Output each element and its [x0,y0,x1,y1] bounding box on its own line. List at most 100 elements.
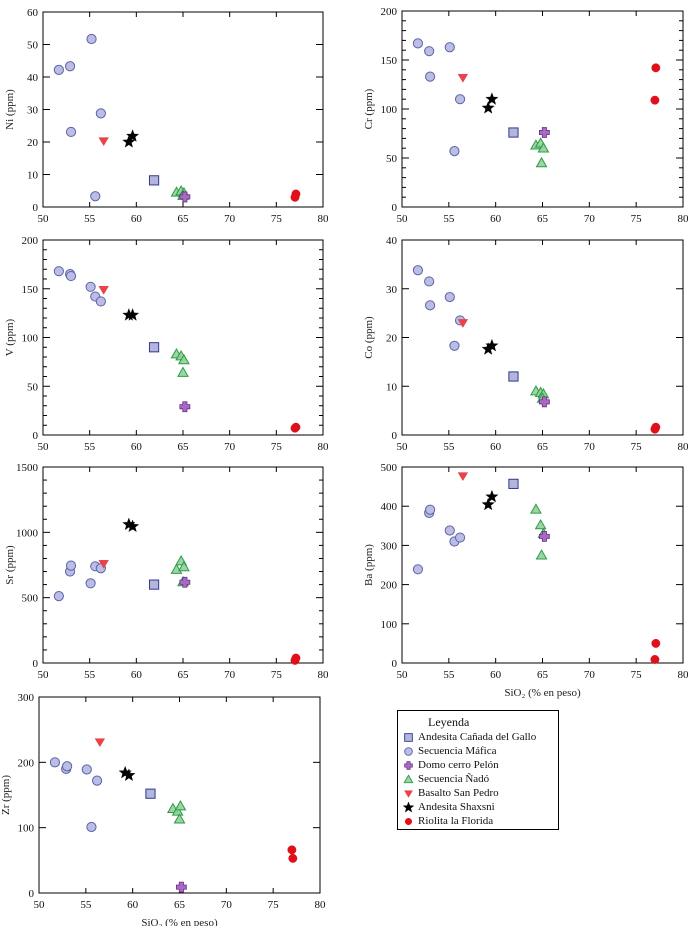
data-point-secuencia_mafica [90,191,101,202]
x-tick-label: 50 [38,441,50,453]
data-point-secuencia_mafica [425,71,436,82]
plot-frame [401,10,684,208]
plot-frame [42,11,324,208]
data-point-riolita_florida [291,653,301,663]
series-andesita_canada [145,788,156,799]
series-andesita_shaxsni [122,517,140,533]
data-point-andesita_canada [148,175,160,186]
series-riolita_florida [290,653,301,665]
y-tick-label: 150 [22,284,39,296]
legend-marker [403,773,414,783]
data-point-secuencia_mafica [85,578,96,589]
series-andesita_canada [148,175,160,186]
data-point-secuencia_mafica [65,270,77,282]
y-tick-label: 300 [18,692,35,704]
y-tick-label: 20 [27,137,39,149]
series-domo_pelon [175,881,187,893]
legend-label: Andesita Cañada del Gallo [418,731,537,743]
y-tick-label: 1500 [16,462,39,474]
series-basalto_sanpedro [98,286,109,295]
y-tick-label: 30 [386,284,398,296]
legend-label: Riolita la Florida [418,815,494,827]
y-axis-label: Zr (ppm) [0,775,12,815]
series-basalto_sanpedro [98,559,109,569]
legend-label: Domo cerro Pelón [418,759,499,771]
x-tick-label: 65 [178,669,190,681]
y-tick-label: 0 [33,658,39,670]
x-tick-label: 60 [127,899,139,911]
y-tick-label: 60 [27,7,39,19]
y-tick-label: 200 [18,757,35,769]
data-point-secuencia_nado [534,518,547,530]
data-point-riolita_florida [651,422,661,432]
chart-ba: 50 55 60 65 70 75 80 0 100 200 300 400 500 Ba (ppm) Si… [363,462,689,699]
series-secuencia_mafica [412,265,466,351]
data-point-secuencia_nado [537,142,550,153]
data-point-domo_pelon [179,191,191,203]
data-point-riolita_florida [651,638,661,648]
x-tick-label: 60 [490,669,502,681]
data-point-basalto_sanpedro [98,559,109,569]
y-tick-label: 30 [27,105,39,117]
plus-marker-icon [404,760,413,770]
series-riolita_florida [650,422,661,434]
series-secuencia_nado [530,137,550,168]
chart-zr: 50 55 60 65 70 75 80 0 100 200 300 Zr (ppm) SiO₂ (% … [0,692,326,926]
x-tick-label: 55 [84,441,96,453]
series-andesita_shaxsni [118,765,136,782]
data-point-secuencia_mafica [86,33,97,45]
x-tick-label: 60 [490,213,502,225]
square-marker-icon [404,732,413,742]
data-point-secuencia_nado [530,503,542,514]
data-point-secuencia_nado [177,366,189,377]
triangle-down-marker-icon [404,789,413,798]
data-point-andesita_shaxsni [122,768,136,782]
x-tick-label: 80 [678,441,690,453]
x-tick-label: 65 [178,441,190,453]
data-point-secuencia_mafica [412,564,424,575]
data-point-secuencia_nado [178,560,190,572]
x-tick-label: 60 [131,213,143,225]
data-point-secuencia_mafica [424,276,435,287]
x-tick-label: 55 [84,669,96,681]
x-tick-label: 65 [174,899,186,911]
x-tick-label: 60 [131,441,143,453]
series-andesita_canada [508,127,519,138]
x-tick-label: 75 [271,213,283,225]
data-point-andesita_shaxsni [126,519,140,533]
y-tick-label: 10 [27,170,39,182]
data-point-secuencia_mafica [425,300,436,311]
series-secuencia_mafica [49,757,103,833]
series-secuencia_nado [167,800,187,824]
plot-frame [38,696,321,894]
data-point-andesita_canada [148,579,160,590]
legend-item-basalto_sanpedro: Basalto San Pedro [398,786,558,800]
x-tick-label: 50 [397,441,409,453]
legend-marker [404,746,413,756]
y-tick-label: 0 [29,888,35,900]
y-tick-label: 20 [386,333,398,345]
x-tick-label: 65 [537,213,549,225]
data-point-riolita_florida [650,95,660,105]
series-basalto_sanpedro [457,472,469,482]
y-axis-label: Ba (ppm) [363,544,375,586]
data-point-basalto_sanpedro [457,472,469,482]
data-point-andesita_canada [148,342,160,353]
data-point-andesita_canada [508,127,519,138]
data-point-andesita_canada [145,788,156,799]
data-point-secuencia_mafica [424,46,435,57]
legend-item-andesita_shaxsni: Andesita Shaxsni [398,800,558,814]
x-tick-label: 80 [315,899,327,911]
y-tick-label: 1000 [16,527,39,539]
series-secuencia_mafica [53,266,106,307]
data-point-secuencia_mafica [65,126,77,138]
data-point-basalto_sanpedro [457,319,469,328]
y-tick-label: 0 [392,202,398,214]
data-point-secuencia_mafica [53,64,64,75]
dot-marker-icon [404,817,413,825]
x-tick-label: 60 [490,441,502,453]
series-andesita_canada [508,478,519,489]
series-secuencia_mafica [53,33,106,202]
series-riolita_florida [650,63,661,105]
